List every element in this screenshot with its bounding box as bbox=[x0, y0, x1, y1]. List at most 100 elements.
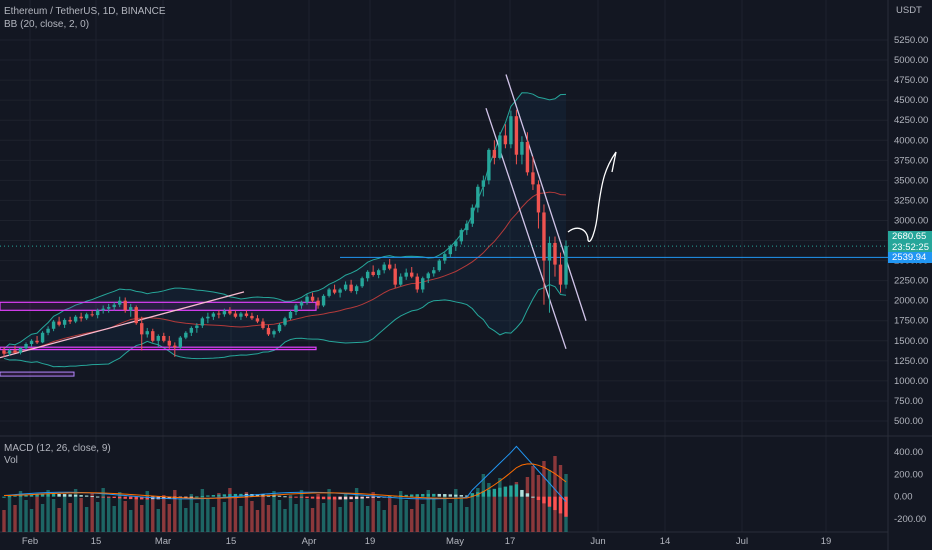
candle-body bbox=[465, 223, 469, 231]
candle-body bbox=[134, 307, 138, 324]
range-box bbox=[0, 371, 75, 377]
macd-hist-bar bbox=[228, 494, 232, 497]
macd-hist-bar bbox=[283, 496, 287, 498]
macd-hist-bar bbox=[233, 493, 238, 497]
grid bbox=[0, 0, 888, 532]
candle-body bbox=[90, 314, 94, 316]
macd-hist-bar bbox=[222, 494, 227, 497]
volume-bar bbox=[162, 495, 166, 532]
macd-hist-bar bbox=[13, 495, 17, 497]
candle-body bbox=[101, 308, 105, 311]
macd-hist-bar bbox=[365, 496, 370, 499]
time-axis-tick: Apr bbox=[302, 536, 317, 547]
macd-hist-bar bbox=[195, 496, 199, 498]
macd-hist-bar bbox=[7, 496, 12, 498]
price-axis-tick: 3750.00 bbox=[894, 155, 928, 166]
time-axis-tick: May bbox=[446, 536, 464, 547]
volume-bar bbox=[134, 496, 138, 532]
macd-axis-tick: 200.00 bbox=[894, 469, 923, 480]
volume-bar bbox=[62, 494, 67, 532]
volume-bar bbox=[2, 510, 6, 532]
volume-bar bbox=[211, 507, 216, 532]
volume-bar bbox=[321, 503, 326, 532]
candle-body bbox=[338, 289, 342, 293]
candle-body bbox=[244, 313, 249, 316]
vol-indicator-label[interactable]: Vol bbox=[4, 455, 18, 466]
macd-hist-bar bbox=[432, 493, 436, 497]
candle-body bbox=[250, 315, 254, 319]
price-axis-tick: 1500.00 bbox=[894, 336, 928, 347]
volume-bar bbox=[421, 504, 425, 532]
macd-axis-tick: 400.00 bbox=[894, 447, 923, 458]
candle-body bbox=[189, 327, 194, 333]
symbol-title[interactable]: Ethereum / TetherUS, 1D, BINANCE bbox=[4, 6, 166, 17]
volume-bar bbox=[332, 498, 337, 532]
price-axis-tick: 1000.00 bbox=[894, 376, 928, 387]
volume-bar bbox=[46, 490, 50, 532]
candle-body bbox=[24, 343, 28, 349]
volume-bar bbox=[520, 491, 524, 532]
macd-hist-bar bbox=[129, 496, 133, 500]
volume-bar bbox=[327, 489, 331, 532]
candle-body bbox=[481, 180, 486, 187]
candle-body bbox=[525, 141, 530, 173]
level-price-tag: 2539.94 bbox=[888, 252, 932, 263]
price-axis-unit: USDT bbox=[896, 5, 922, 16]
candle-body bbox=[387, 264, 392, 269]
volume-bar bbox=[393, 505, 397, 532]
volume-bar bbox=[509, 496, 513, 532]
candle-body bbox=[354, 286, 359, 292]
candle-body bbox=[68, 319, 72, 322]
range-box bbox=[0, 346, 317, 351]
macd-hist-bar bbox=[349, 496, 353, 500]
macd-hist-bar bbox=[162, 496, 166, 500]
volume-bar bbox=[316, 494, 320, 532]
macd-indicator-label[interactable]: MACD (12, 26, close, 9) bbox=[4, 443, 111, 454]
candle-body bbox=[432, 270, 436, 274]
volume-bar bbox=[454, 489, 458, 532]
candle-body bbox=[62, 319, 67, 325]
macd-hist-bar bbox=[84, 495, 89, 497]
price-axis-tick: 4000.00 bbox=[894, 135, 928, 146]
volume-bar bbox=[145, 491, 149, 532]
volume-bar bbox=[310, 508, 315, 532]
macd-hist-bar bbox=[354, 496, 359, 499]
price-axis-tick: 500.00 bbox=[894, 416, 923, 427]
volume-bar bbox=[410, 509, 414, 532]
candle-body bbox=[542, 212, 546, 261]
macd-hist-bar bbox=[531, 496, 535, 498]
candle-body bbox=[2, 350, 6, 354]
candle-body bbox=[13, 350, 17, 353]
candle-body bbox=[553, 242, 557, 265]
candle-body bbox=[29, 340, 34, 344]
time-axis: Feb 15 Mar 15 Apr 19 May 17 Jun 14 Jul 19 bbox=[22, 536, 831, 547]
macd-hist-bar bbox=[118, 496, 122, 499]
macd-hist-bar bbox=[525, 493, 530, 497]
macd-hist-bar bbox=[305, 496, 309, 499]
macd-hist-bar bbox=[360, 496, 364, 499]
macd-hist-bar bbox=[62, 494, 67, 497]
macd-hist-bar bbox=[35, 494, 39, 497]
candle-body bbox=[156, 335, 160, 341]
volume-bar bbox=[354, 488, 359, 532]
volume-bar bbox=[404, 500, 408, 532]
bb-indicator-label[interactable]: BB (20, close, 2, 0) bbox=[4, 19, 90, 30]
price-axis-tick: 4250.00 bbox=[894, 115, 928, 126]
macd-hist-bar bbox=[443, 494, 447, 497]
volume-bar bbox=[437, 508, 441, 532]
volume-bar bbox=[376, 501, 381, 532]
candle-body bbox=[145, 331, 149, 335]
volume-bar bbox=[255, 510, 260, 532]
macd-hist-bar bbox=[465, 495, 469, 497]
volume-bar bbox=[217, 493, 221, 532]
volume-bar bbox=[200, 489, 205, 532]
channel-line bbox=[505, 74, 587, 321]
macd-hist-bar bbox=[553, 496, 557, 511]
candle-body bbox=[343, 284, 348, 290]
macd-hist-bar bbox=[134, 496, 138, 500]
candle-body bbox=[178, 337, 183, 348]
volume-bar bbox=[244, 492, 249, 532]
macd-hist-bar bbox=[106, 496, 111, 498]
volume-bar bbox=[222, 502, 227, 532]
